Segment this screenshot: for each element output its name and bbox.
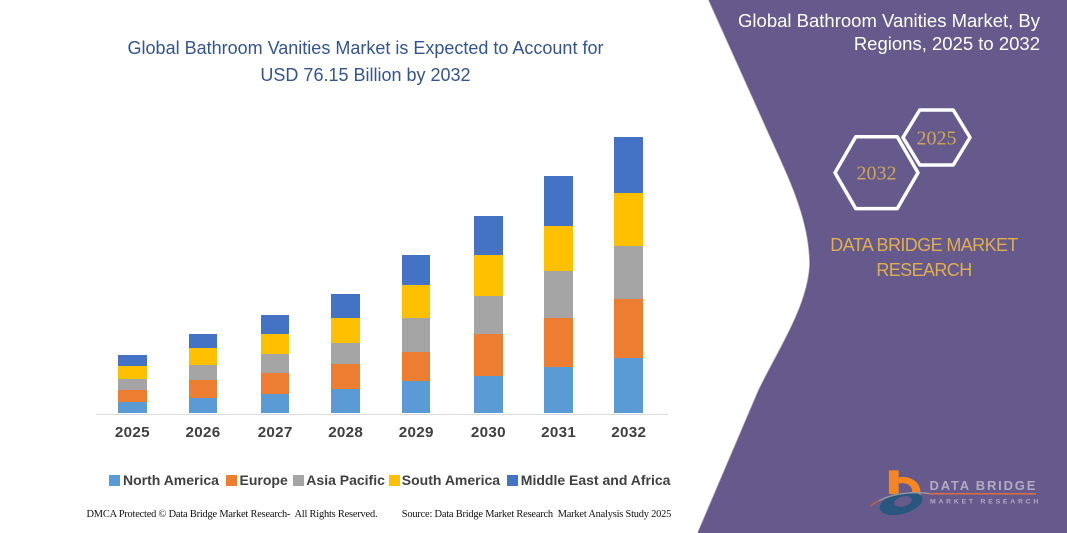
svg-text:2032: 2032 [857,163,897,185]
svg-text:MARKET RESEARCH: MARKET RESEARCH [930,498,1041,505]
svg-text:2025: 2025 [917,128,957,150]
svg-text:DATA BRIDGE: DATA BRIDGE [930,478,1038,493]
